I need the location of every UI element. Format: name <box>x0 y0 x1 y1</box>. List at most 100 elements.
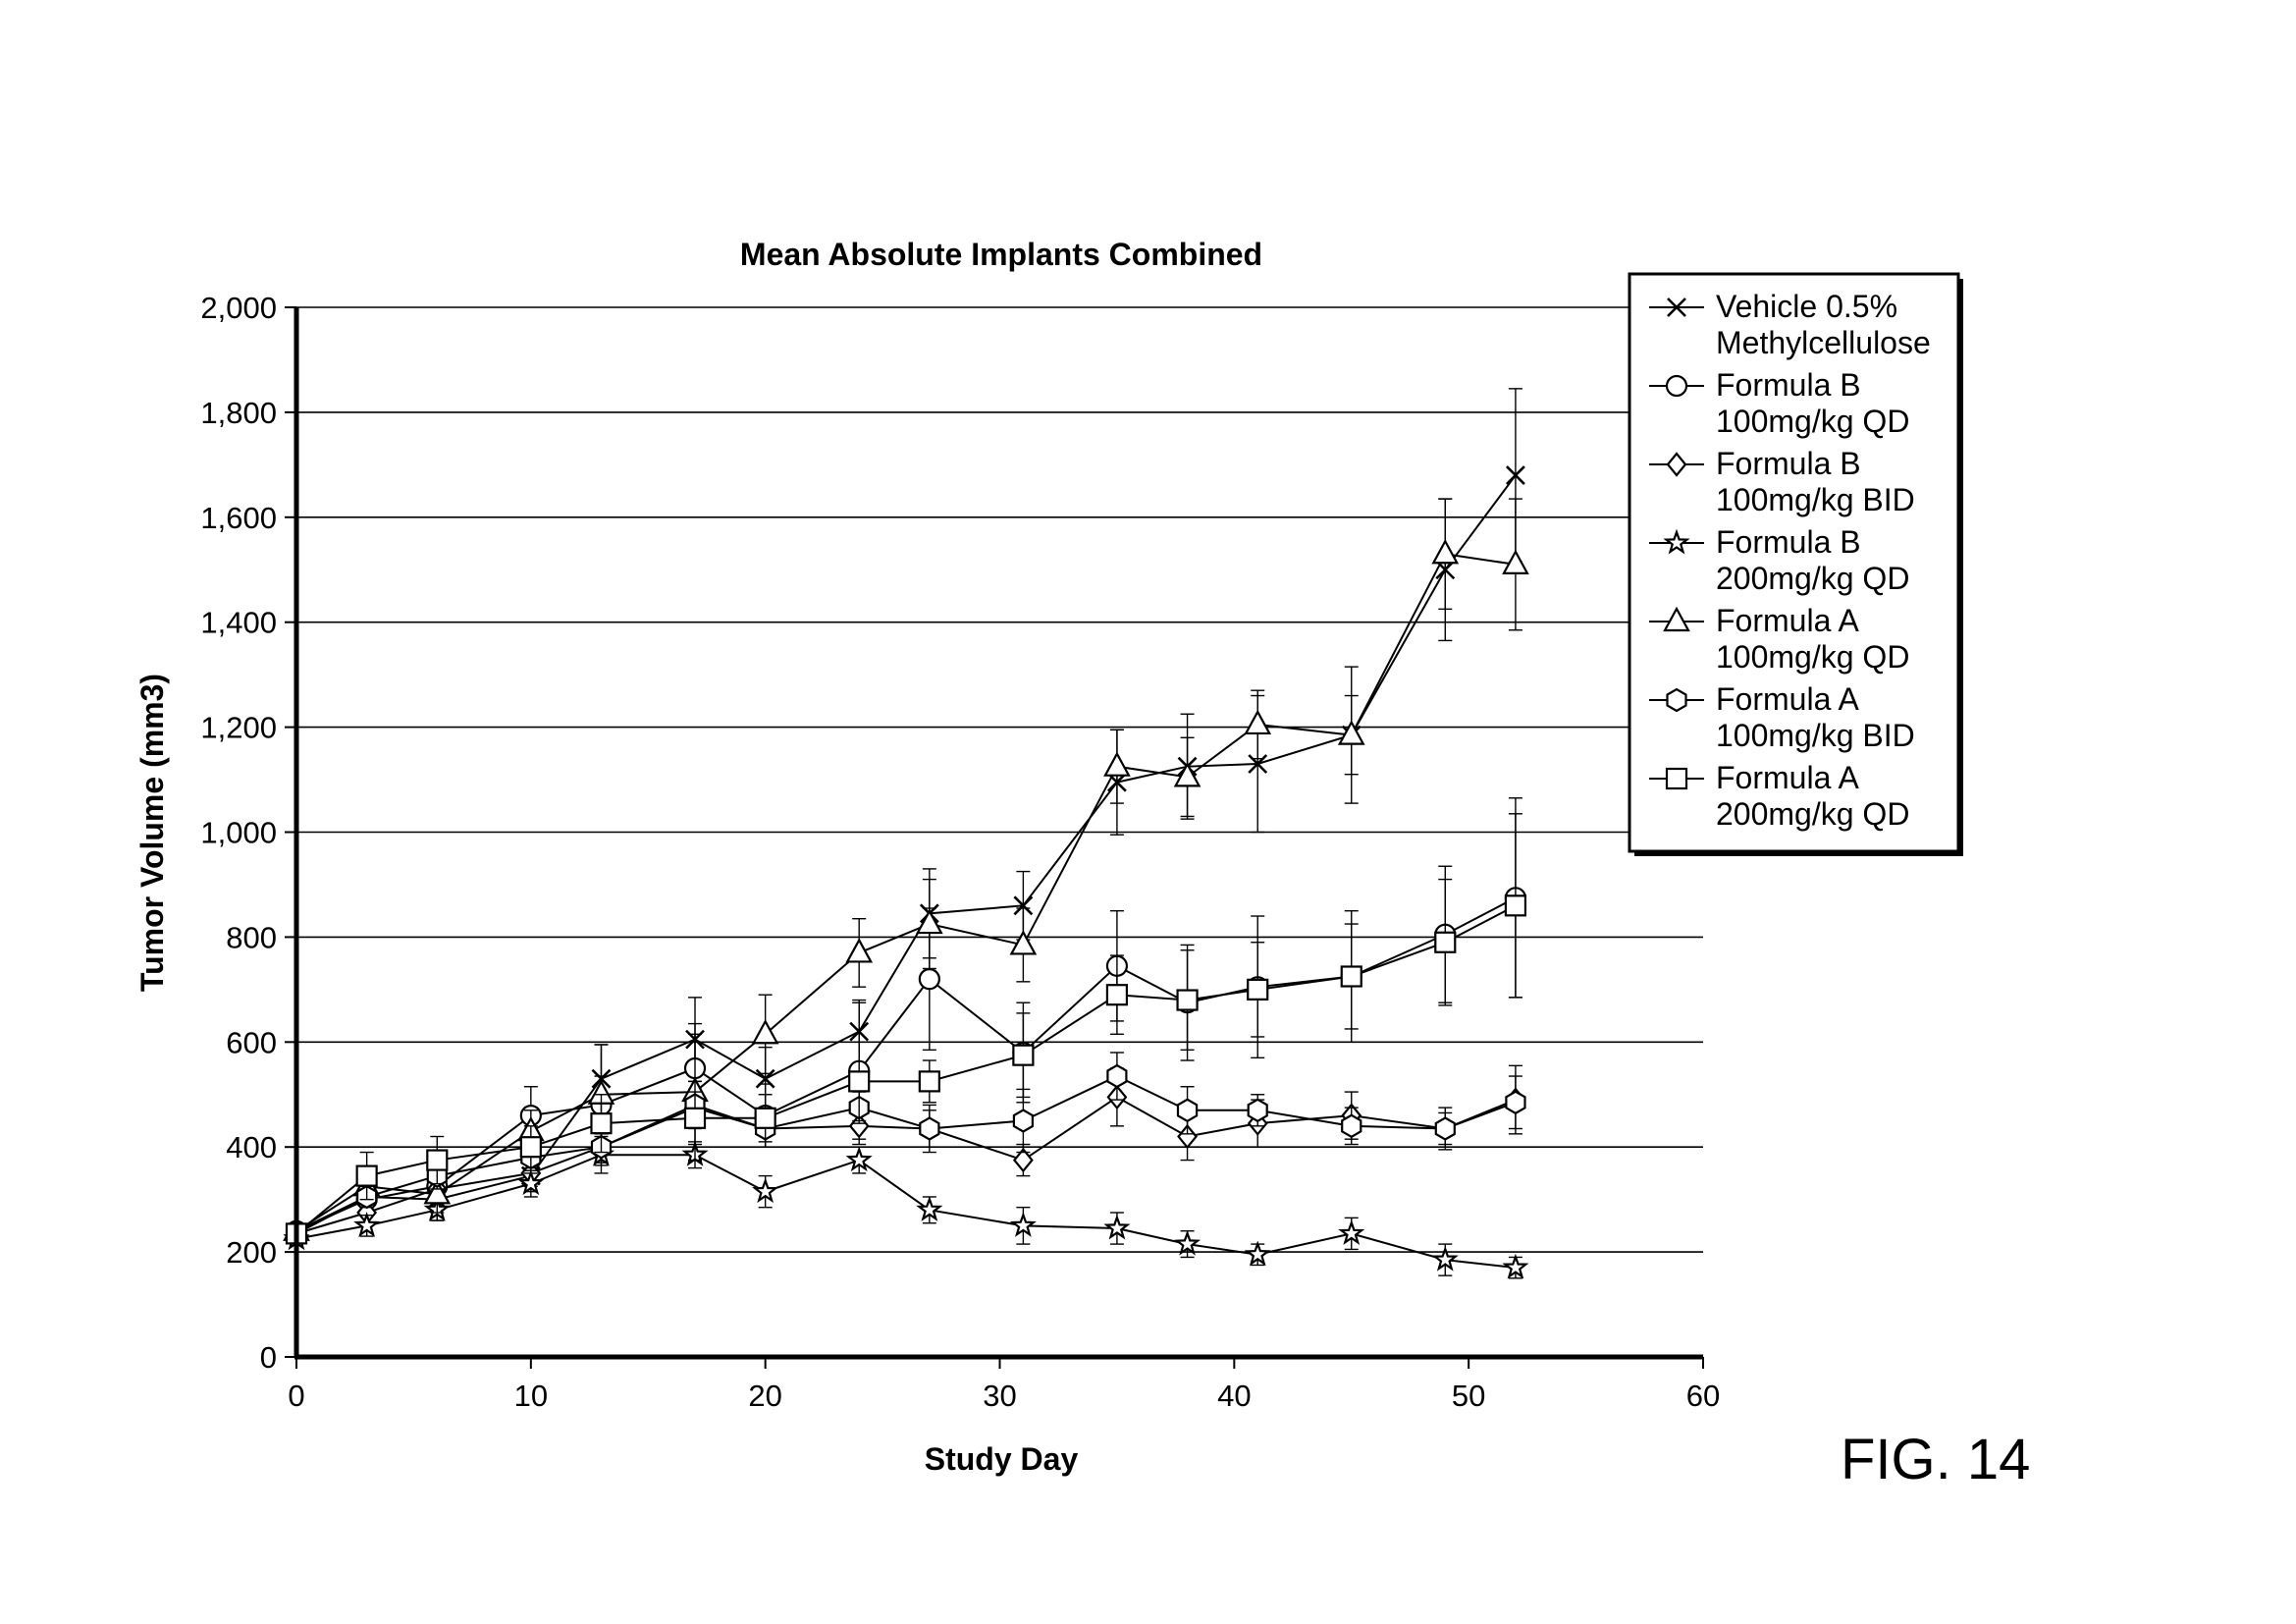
series-line <box>295 553 1517 1232</box>
legend-label: Formula B <box>1716 367 1861 403</box>
data-point-diamond <box>1012 1147 1034 1173</box>
y-tick-label: 1,200 <box>200 711 277 745</box>
legend-label: 100mg/kg QD <box>1716 639 1909 675</box>
series-line <box>295 1074 1517 1232</box>
data-point-star <box>517 1169 545 1196</box>
y-tick-label: 800 <box>226 920 277 954</box>
tick-labels: 02004006008001,0001,2001,4001,6001,8002,… <box>200 291 1720 1413</box>
series-line <box>295 1096 1517 1235</box>
series-square <box>285 813 1527 1245</box>
y-tick-label: 1,400 <box>200 606 277 640</box>
legend-marker-square <box>1665 767 1688 790</box>
legend-label: Formula A <box>1716 681 1859 717</box>
data-point-square <box>918 1070 940 1093</box>
data-point-star <box>1338 1219 1365 1245</box>
data-point-hexagon <box>1341 1113 1362 1139</box>
data-point-square <box>1012 1044 1035 1066</box>
data-point-square <box>1340 965 1362 988</box>
x-tick-label: 30 <box>983 1379 1016 1413</box>
y-axis-label: Tumor Volume (mm3) <box>134 674 170 992</box>
data-point-square <box>426 1149 449 1171</box>
data-point-square <box>1247 978 1269 1001</box>
x-tick-label: 50 <box>1452 1379 1485 1413</box>
data-point-square <box>754 1107 776 1129</box>
x-tick-label: 10 <box>514 1379 548 1413</box>
chart-title: Mean Absolute Implants Combined <box>740 237 1262 272</box>
legend-item: Vehicle 0.5%Methylcellulose <box>1649 289 1931 360</box>
legend-marker-star <box>1663 528 1690 555</box>
data-point-diamond <box>1177 1123 1198 1150</box>
data-point-square <box>519 1136 542 1159</box>
y-tick-label: 1,600 <box>200 501 277 535</box>
legend-label: Formula B <box>1716 524 1861 560</box>
series-star <box>283 1135 1529 1279</box>
data-point-square <box>1176 989 1199 1011</box>
data-point-star <box>1502 1253 1529 1279</box>
legend-label: 100mg/kg BID <box>1716 718 1915 753</box>
legend-marker-triangle <box>1663 606 1690 632</box>
data-point-square <box>683 1107 707 1129</box>
x-axis-label: Study Day <box>925 1441 1079 1477</box>
data-point-hexagon <box>1247 1098 1268 1123</box>
data-point-hexagon <box>1012 1109 1035 1133</box>
data-point-star <box>752 1177 779 1204</box>
data-point-triangle <box>751 1018 779 1045</box>
data-point-star <box>916 1196 943 1221</box>
data-point-square <box>1434 931 1457 953</box>
data-point-triangle <box>1173 762 1201 787</box>
legend-marker-hexagon <box>1666 687 1687 713</box>
data-point-star <box>1431 1245 1459 1272</box>
legend-label: Methylcellulose <box>1716 325 1931 360</box>
legend-box <box>1628 272 1960 853</box>
x-tick-label: 40 <box>1217 1379 1251 1413</box>
data-point-hexagon <box>919 1116 940 1141</box>
legend-label: 200mg/kg QD <box>1716 561 1909 596</box>
series-hexagon <box>286 1052 1526 1243</box>
legend-label: 100mg/kg QD <box>1716 404 1909 439</box>
legend-marker-x <box>1667 298 1686 317</box>
data-point-triangle <box>423 1179 452 1205</box>
data-point-star <box>353 1212 381 1237</box>
series-line <box>295 896 1517 1232</box>
legend-label: 200mg/kg QD <box>1716 796 1909 832</box>
y-tick-label: 2,000 <box>200 291 277 325</box>
data-point-hexagon <box>1176 1098 1199 1123</box>
data-point-triangle <box>1502 549 1529 575</box>
data-point-star <box>845 1146 873 1172</box>
data-point-square <box>848 1070 871 1093</box>
y-tick-label: 400 <box>226 1130 277 1164</box>
data-point-triangle <box>1337 720 1365 745</box>
data-point-x <box>1013 895 1034 916</box>
legend-label: Formula A <box>1716 760 1859 795</box>
data-point-triangle <box>1103 751 1131 777</box>
data-point-square <box>355 1164 378 1187</box>
x-tick-label: 20 <box>748 1379 781 1413</box>
legend-marker-diamond <box>1666 452 1687 477</box>
legend-label: 100mg/kg BID <box>1716 482 1915 517</box>
y-tick-label: 0 <box>260 1340 277 1375</box>
data-point-x <box>1506 465 1525 485</box>
y-tick-label: 200 <box>226 1235 277 1270</box>
data-point-hexagon <box>1505 1090 1526 1115</box>
figure-label: FIG. 14 <box>1841 1428 2030 1491</box>
data-point-triangle <box>1244 709 1272 735</box>
data-point-star <box>1103 1214 1131 1240</box>
legend-label: Formula A <box>1716 603 1859 638</box>
data-point-square <box>1504 894 1527 917</box>
data-point-hexagon <box>1434 1116 1456 1141</box>
series-line <box>295 474 1517 1235</box>
data-point-star <box>1009 1212 1037 1237</box>
legend-label: Formula B <box>1716 446 1861 481</box>
data-point-triangle <box>1431 538 1460 565</box>
data-point-triangle <box>915 908 943 935</box>
y-tick-label: 1,800 <box>200 396 277 430</box>
legend-marker-circle <box>1665 374 1688 398</box>
